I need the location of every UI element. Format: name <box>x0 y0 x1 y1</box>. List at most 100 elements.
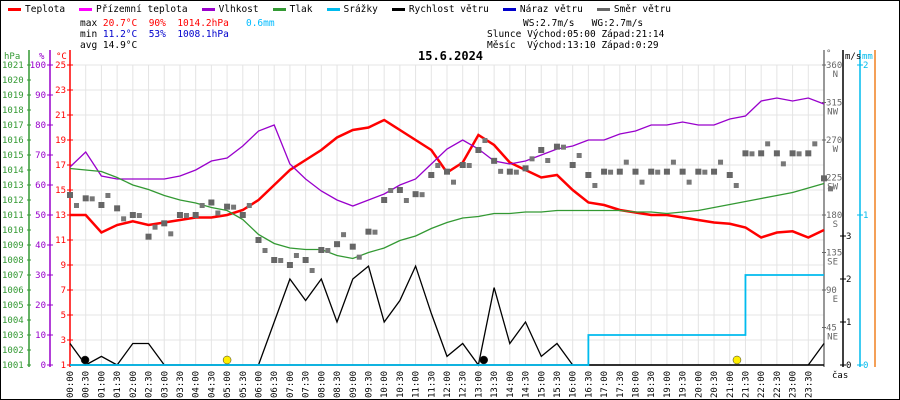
legend-label: Rychlost větru <box>408 4 489 15</box>
time-tick-label: 08:30 <box>333 371 343 398</box>
compass-label: N <box>833 70 838 80</box>
x-axis-label: čas <box>832 370 848 381</box>
wind-direction-point <box>224 203 231 210</box>
pressure-tick-label: 1006 <box>2 286 24 296</box>
pressure-tick-label: 1004 <box>2 316 24 326</box>
temperature-tick-label: 25 <box>55 61 66 71</box>
temperature-tick-label: 13 <box>55 211 66 221</box>
wind-direction-point <box>365 228 372 235</box>
wind-direction-point <box>695 168 702 175</box>
wind-direction-point <box>623 159 629 165</box>
wind-direction-point <box>475 147 482 153</box>
time-tick-label: 11:30 <box>427 371 437 398</box>
humidity-tick-label: 80 <box>35 121 46 131</box>
wind-direction-point <box>812 141 818 147</box>
time-tick-label: 06:30 <box>270 371 280 398</box>
time-tick-label: 07:00 <box>286 371 296 398</box>
direction-tick-label: 225 <box>826 174 842 184</box>
time-tick-label: 21:30 <box>741 371 751 398</box>
temperature-tick-label: 19 <box>55 136 66 146</box>
moon-label: Měsíc <box>487 40 516 51</box>
pressure-tick-label: 1011 <box>2 211 24 221</box>
max-humidity: 90% <box>148 18 166 29</box>
wind-direction-point <box>742 150 749 157</box>
wind-direction-point <box>498 168 504 174</box>
humidity-tick-label: 50 <box>35 211 46 221</box>
max-label: max <box>80 18 98 29</box>
time-tick-label: 19:30 <box>679 371 689 398</box>
time-tick-label: 23:30 <box>804 371 814 398</box>
wind-direction-point <box>529 156 535 162</box>
pressure-tick-label: 1017 <box>2 121 24 131</box>
wind-direction-point <box>98 202 105 208</box>
wind-direction-point <box>459 162 466 168</box>
moon-info: Měsíc Východ:13:10 Západ:0:29 <box>487 40 659 51</box>
time-tick-label: 10:00 <box>380 371 390 398</box>
time-tick-label: 16:30 <box>584 371 594 398</box>
wind-direction-point <box>161 220 168 227</box>
time-tick-label: 11:00 <box>412 371 422 398</box>
temperature-unit: °C <box>56 52 67 62</box>
pressure-tick-label: 1013 <box>2 181 24 191</box>
wind-direction-point <box>372 229 378 235</box>
time-tick-label: 09:30 <box>364 371 374 398</box>
stats-max: max 20.7°C 90% 1014.2hPa 0.6mm <box>80 18 275 29</box>
time-tick-label: 04:30 <box>207 371 217 398</box>
legend-swatch <box>502 8 516 11</box>
wind-direction-point <box>648 168 655 175</box>
humidity-tick-label: 70 <box>35 151 46 161</box>
wind-direction-point <box>121 216 127 222</box>
time-tick-label: 15:30 <box>553 371 563 398</box>
wind-tick-label: 1 <box>846 318 851 328</box>
wind-direction-point <box>538 147 545 153</box>
humidity-tick-label: 0 <box>41 361 46 371</box>
wind-direction-point <box>482 138 488 143</box>
series-pressure-line <box>69 167 825 260</box>
avg-temp: 14.9°C <box>102 40 138 51</box>
moonrise: Východ:13:10 <box>527 40 596 51</box>
time-tick-label: 10:30 <box>396 371 406 398</box>
direction-tick-label: 135 <box>826 249 842 259</box>
wind-direction-point <box>718 159 724 165</box>
pressure-tick-label: 1009 <box>2 241 24 251</box>
wind-direction-point <box>152 224 158 230</box>
wind-direction-point <box>192 212 199 218</box>
time-tick-label: 15:00 <box>537 371 547 398</box>
ws: WS:2.7m/s <box>523 18 575 29</box>
rain-tick-label: 2 <box>863 61 868 71</box>
compass-label: NW <box>827 108 838 118</box>
time-tick-label: 17:30 <box>616 371 626 398</box>
series-rain-line <box>70 274 824 366</box>
wind-direction-point <box>396 187 403 193</box>
wind-direction-point <box>435 163 441 168</box>
wind-direction-point <box>89 196 95 202</box>
time-tick-label: 14:30 <box>522 371 532 398</box>
wind-direction-point <box>796 151 802 157</box>
time-tick-label: 05:30 <box>239 371 249 398</box>
pressure-tick-label: 1016 <box>2 136 24 146</box>
wind-direction-point <box>334 241 341 248</box>
wind-direction-point <box>388 188 394 193</box>
wind-direction-point <box>419 192 425 198</box>
wind-direction-point <box>208 199 215 206</box>
wind-direction-point <box>341 232 347 238</box>
time-tick-label: 17:00 <box>600 371 610 398</box>
time-tick-label: 18:30 <box>647 371 657 398</box>
time-tick-label: 04:00 <box>192 371 202 398</box>
wind-tick-label: 0 <box>846 361 851 371</box>
wind-direction-point <box>805 150 812 157</box>
wind-direction-point <box>560 144 566 150</box>
sunset: Západ:21:14 <box>601 29 665 40</box>
moon-marker <box>479 355 489 365</box>
humidity-tick-label: 60 <box>35 181 46 191</box>
moon-marker <box>80 355 90 365</box>
compass-label: SE <box>827 258 838 268</box>
legend-item: Teplota <box>8 4 65 15</box>
legend-item: Vlhkost <box>201 4 259 15</box>
wind-direction-point <box>576 153 582 158</box>
temperature-tick-label: 11 <box>55 236 66 246</box>
pressure-tick-label: 1014 <box>2 166 24 176</box>
time-tick-label: 12:00 <box>443 371 453 398</box>
wind-direction-point <box>663 168 670 175</box>
time-tick-label: 08:00 <box>317 371 327 398</box>
